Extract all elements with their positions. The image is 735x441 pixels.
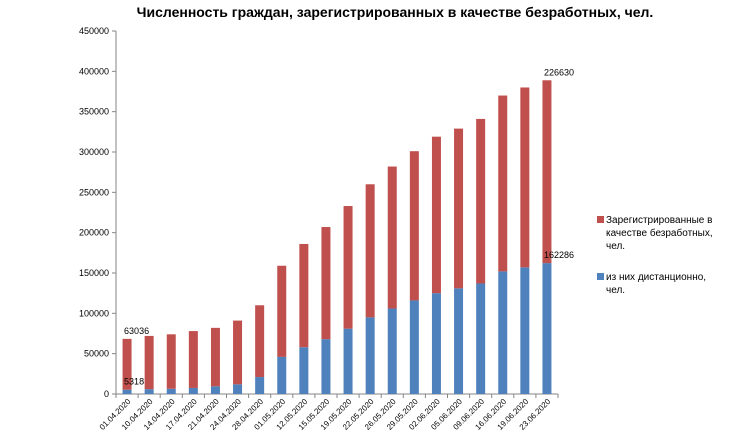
bar-segment-remote [144, 389, 154, 394]
bar-segment-remote [498, 271, 508, 394]
bar-segment-remote [277, 356, 287, 394]
bar-segment-registered [210, 327, 220, 387]
data-label: 226630 [544, 67, 574, 77]
bar-segment-registered [122, 338, 132, 390]
bar-segment-registered [387, 166, 397, 309]
bar-segment-remote [122, 389, 132, 394]
bar-segment-remote [233, 384, 243, 394]
bar-segment-registered [476, 118, 486, 284]
bar-segment-registered [365, 184, 375, 318]
bar-segment-remote [520, 267, 530, 394]
bar-segment-remote [166, 388, 176, 394]
bar-segment-registered [277, 265, 287, 357]
bar-segment-remote [542, 263, 552, 394]
legend-swatch-registered [597, 216, 604, 223]
bar-segment-registered [542, 80, 552, 264]
bar-segment-remote [365, 317, 375, 394]
bar-segment-registered [431, 136, 441, 294]
bar-segment-remote [387, 308, 397, 394]
bar-segment-registered [144, 335, 154, 390]
bar-segment-remote [321, 339, 331, 394]
y-tick-label: 150000 [79, 268, 109, 278]
bar-segment-registered [343, 206, 353, 329]
legend-swatch-remote [597, 273, 604, 280]
bar-segment-remote [431, 293, 441, 394]
bar-segment-registered [409, 151, 419, 301]
bar-segment-remote [409, 300, 419, 394]
bar-segment-registered [454, 128, 464, 289]
y-tick-label: 0 [104, 389, 109, 399]
bar-segment-remote [343, 328, 353, 394]
bar-segment-registered [233, 320, 243, 385]
bar-segment-registered [321, 227, 331, 340]
y-tick-label: 200000 [79, 228, 109, 238]
bar-segment-registered [255, 305, 265, 378]
legend-label-remote: из них дистанционно, чел. [606, 272, 707, 296]
y-tick-label: 300000 [79, 147, 109, 157]
bar-segment-registered [299, 243, 309, 348]
legend-label-registered: Зарегистрированные в качестве безработны… [606, 215, 713, 252]
data-label: 63036 [124, 326, 149, 336]
chart-title: Численность граждан, зарегистрированных … [136, 4, 654, 20]
y-tick-label: 350000 [79, 107, 109, 117]
bars [122, 80, 552, 394]
y-tick-label: 450000 [79, 26, 109, 36]
y-tick-label: 400000 [79, 66, 109, 76]
bar-segment-remote [210, 386, 220, 394]
data-label: 5318 [124, 377, 144, 387]
y-tick-label: 100000 [79, 308, 109, 318]
bar-segment-remote [476, 283, 486, 394]
bar-segment-registered [166, 334, 176, 389]
bar-segment-remote [188, 387, 198, 394]
bar-segment-remote [255, 377, 265, 394]
y-tick-label: 250000 [79, 187, 109, 197]
bar-segment-remote [299, 347, 309, 394]
data-label: 162286 [544, 250, 574, 260]
data-labels: 63036 5318 226630 162286 [124, 67, 574, 386]
bar-segment-registered [520, 87, 530, 268]
bar-segment-registered [188, 331, 198, 388]
bar-segment-registered [498, 95, 508, 272]
bar-segment-remote [454, 288, 464, 394]
y-tick-label: 50000 [84, 349, 109, 359]
